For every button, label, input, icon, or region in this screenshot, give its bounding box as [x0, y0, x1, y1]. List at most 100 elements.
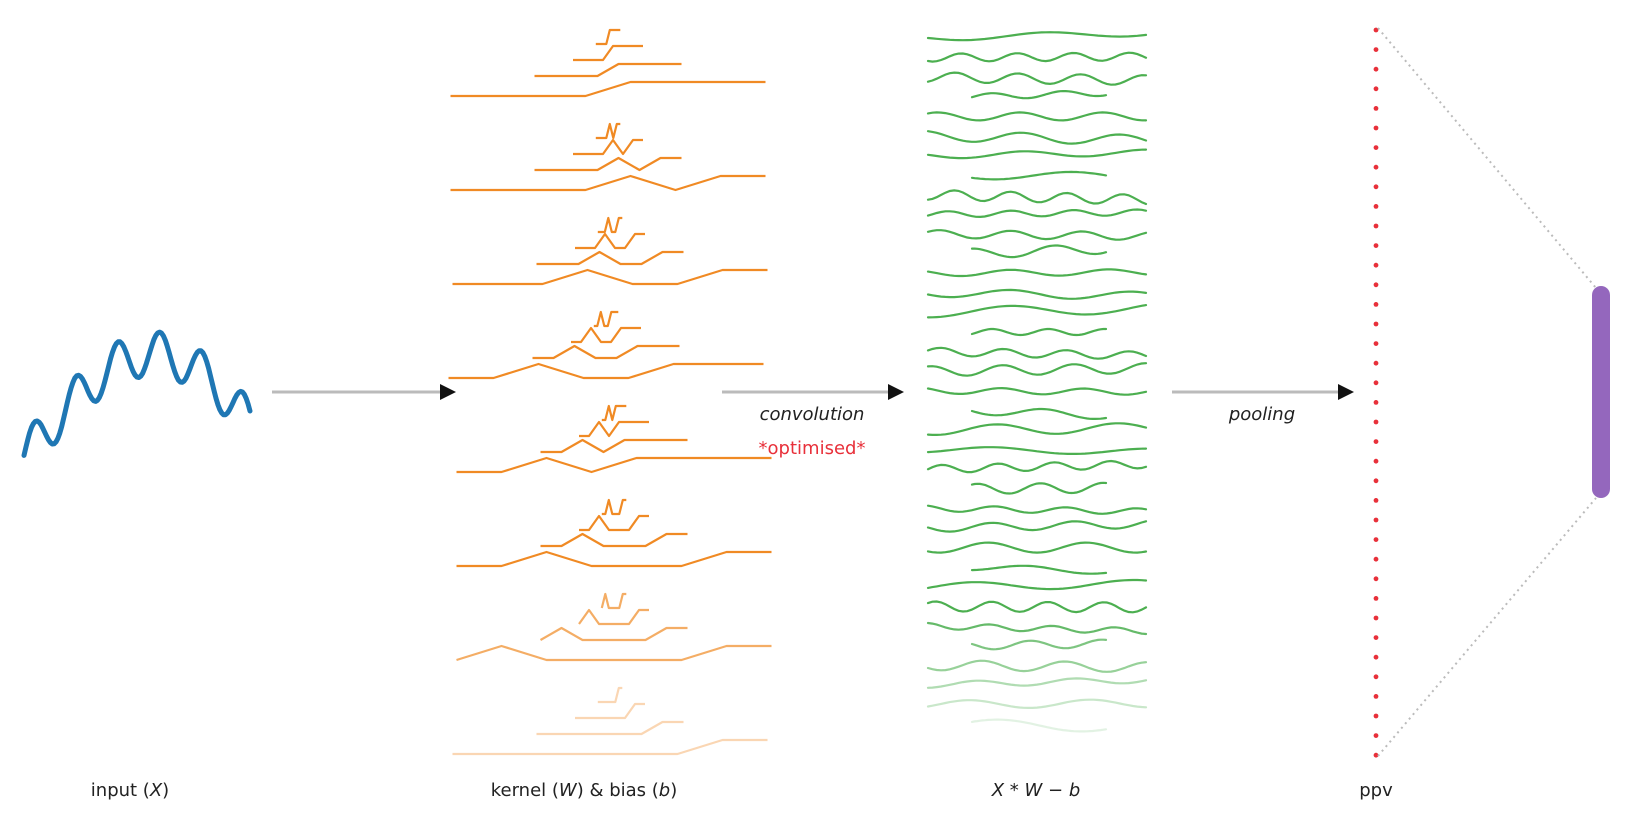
- conv-output-line: [970, 564, 1108, 575]
- conv-output-line: [926, 422, 1148, 436]
- conv-output-line: [970, 327, 1108, 337]
- conv-output-line: [926, 51, 1148, 63]
- arrow-conv-to-ppv: [1172, 384, 1354, 400]
- ppv-dot: [1373, 733, 1379, 738]
- ppv-dot: [1373, 556, 1379, 562]
- conv-output-line: [970, 90, 1108, 100]
- connector-top: [1377, 27, 1597, 289]
- kernel-line: [532, 344, 680, 360]
- kernel-shapes: [448, 28, 772, 756]
- kernel-line: [452, 268, 768, 286]
- kernel-line: [575, 232, 645, 250]
- ppv-dot: [1373, 204, 1379, 209]
- conv-output-line: [970, 718, 1108, 733]
- conv-output-line: [926, 71, 1148, 86]
- kernel-line: [456, 644, 772, 662]
- ppv-dot: [1373, 458, 1379, 464]
- ppv-dot: [1373, 27, 1379, 33]
- kernel-line: [450, 80, 766, 98]
- ppv-dot: [1373, 302, 1379, 307]
- kernel-line: [456, 550, 772, 568]
- conv-output-line: [926, 459, 1148, 474]
- convolution-outputs: [926, 31, 1148, 733]
- conv-output-line: [926, 621, 1148, 636]
- ppv-dot: [1373, 517, 1379, 523]
- ppv-dot: [1373, 223, 1379, 229]
- ppv-dot: [1373, 321, 1379, 327]
- connector-bottom: [1377, 497, 1597, 757]
- ppv-dot: [1373, 419, 1379, 425]
- kernel-line: [575, 702, 645, 720]
- conv-output-line: [926, 31, 1148, 42]
- conv-output-line: [926, 362, 1148, 377]
- kernel-line: [601, 498, 627, 516]
- conv-output-line: [926, 386, 1148, 396]
- kernel-line: [601, 404, 627, 422]
- ppv-dot: [1373, 47, 1379, 52]
- ppv-dot: [1373, 145, 1379, 151]
- ppv-dot: [1373, 537, 1379, 542]
- conv-output-line: [970, 638, 1108, 651]
- conv-output-line: [926, 446, 1148, 455]
- kernel-label: kernel (W) & bias (b): [491, 780, 678, 801]
- conv-output-line: [926, 677, 1148, 689]
- kernel-line: [597, 216, 623, 234]
- kernel-line: [578, 608, 649, 626]
- convolution-label: convolution: [760, 404, 865, 425]
- optimised-label: *optimised*: [759, 438, 866, 459]
- ppv-label: ppv: [1359, 780, 1393, 801]
- conv-output-line: [926, 288, 1148, 300]
- input-series-line: [21, 329, 253, 458]
- ppv-dots: [1373, 27, 1379, 758]
- kernel-line: [540, 438, 688, 454]
- kernel-line: [536, 720, 684, 736]
- conv-output-line: [926, 578, 1148, 591]
- ppv-dot: [1373, 164, 1379, 170]
- ppv-dot: [1373, 694, 1379, 699]
- conv-output-line: [970, 407, 1108, 420]
- kernel-line: [579, 514, 649, 532]
- ppv-dot: [1373, 341, 1379, 346]
- kernel-line: [456, 456, 772, 474]
- conv-output-line: [926, 304, 1148, 319]
- ppv-dot: [1373, 106, 1379, 111]
- conv-output-line: [926, 148, 1148, 160]
- conv-output-line: [926, 659, 1148, 673]
- ppv-dot: [1373, 439, 1379, 444]
- conv-output-line: [926, 520, 1148, 533]
- ppv-dot: [1373, 576, 1379, 582]
- kernel-line: [573, 138, 643, 156]
- kernel-line: [595, 122, 621, 140]
- ppv-dot: [1373, 184, 1379, 190]
- conv-output-line: [926, 208, 1148, 219]
- arrow-kernel-to-conv: [722, 384, 904, 400]
- ppv-dot: [1373, 596, 1379, 601]
- conv-output-line: [926, 130, 1148, 145]
- arrow-input-to-kernel: [272, 384, 456, 400]
- conv-output-line: [926, 698, 1148, 709]
- ppv-dot: [1373, 713, 1379, 719]
- ppv-dot: [1373, 478, 1379, 484]
- kernel-line: [450, 174, 766, 192]
- ppv-dot: [1373, 615, 1379, 621]
- ppv-dot: [1373, 654, 1379, 660]
- ppv-dot: [1373, 243, 1379, 249]
- kernel-line: [600, 592, 627, 610]
- kernel-line: [452, 738, 768, 756]
- conv-output-line: [926, 189, 1148, 206]
- kernel-line: [571, 326, 641, 344]
- ppv-dot: [1373, 282, 1379, 288]
- ppv-dot: [1373, 66, 1379, 72]
- conv-output-line: [926, 541, 1148, 554]
- conv-output-line: [970, 170, 1108, 181]
- input-label: input (X): [91, 780, 169, 801]
- ppv-dot: [1373, 400, 1379, 405]
- conv-output-line: [926, 229, 1148, 241]
- kernel-line: [539, 626, 688, 642]
- conv-output-line: [970, 244, 1108, 259]
- kernel-line: [536, 250, 684, 266]
- conv-output-line: [926, 268, 1148, 278]
- pooling-label: pooling: [1228, 404, 1295, 425]
- conv-output-label: X * W − b: [991, 780, 1081, 801]
